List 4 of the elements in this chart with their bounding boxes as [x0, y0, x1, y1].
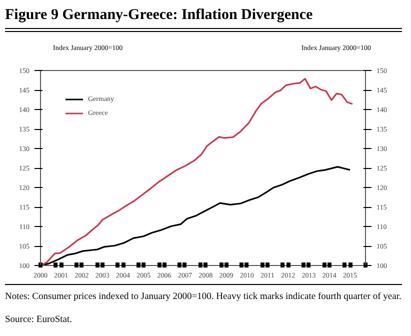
line-series — [40, 78, 354, 266]
text: Notes: Consumer prices indexed to January 2000=100. Heavy tick marks indicate fourth quarter of year. — [5, 291, 402, 304]
chart-title: Figure 9 Germany-Greece: Inflation Divergence — [5, 6, 313, 25]
source-note: Source: EuroStat. — [5, 314, 72, 327]
